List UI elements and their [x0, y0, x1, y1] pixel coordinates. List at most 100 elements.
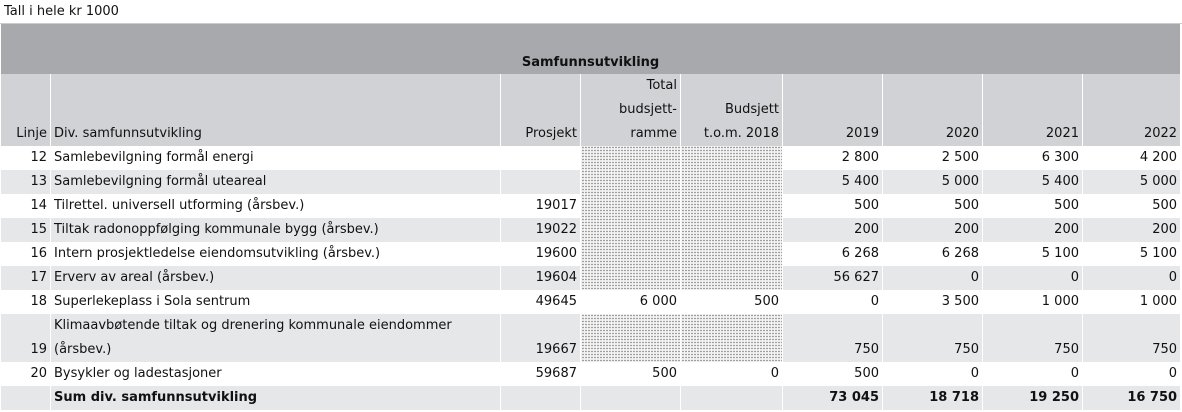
cell: 19604	[500, 266, 581, 290]
cell: 1 000	[1081, 290, 1182, 314]
sum-label: Sum div. samfunnsutvikling	[50, 386, 501, 410]
cell: 1 000	[982, 290, 1083, 314]
header-text: 2019	[845, 126, 879, 141]
cell: Bysykler og ladestasjoner	[50, 362, 501, 386]
cell: 500	[1081, 194, 1182, 218]
cell: 750	[882, 314, 983, 362]
cell: Tilrettel. universell utforming (årsbev.…	[50, 194, 501, 218]
cell	[680, 194, 783, 218]
header-cell: 2019	[782, 74, 883, 146]
cell	[580, 218, 681, 242]
cell	[580, 242, 681, 266]
header-text: ramme	[630, 126, 677, 141]
cell: 0	[782, 290, 883, 314]
cell: 0	[982, 266, 1083, 290]
cell: 19017	[500, 194, 581, 218]
cell: 59687	[500, 362, 581, 386]
cell: 4 200	[1081, 146, 1182, 170]
cell: 5 400	[782, 170, 883, 194]
cell	[580, 194, 681, 218]
cell: 12	[0, 146, 51, 170]
cell	[580, 314, 681, 362]
header-cell: Budsjett t.o.m. 2018	[680, 74, 783, 146]
cell: 15	[0, 218, 51, 242]
cell	[680, 386, 783, 410]
cell: 6 268	[882, 242, 983, 266]
header-text: t.o.m. 2018	[703, 126, 779, 141]
header-text: 2021	[1045, 126, 1079, 141]
cell: 18	[0, 290, 51, 314]
cell: 750	[982, 314, 1083, 362]
cell: 200	[782, 218, 883, 242]
cell: 0	[882, 266, 983, 290]
cell: 5 000	[882, 170, 983, 194]
cell: 200	[882, 218, 983, 242]
cell	[680, 242, 783, 266]
cell	[680, 170, 783, 194]
cell: 500	[782, 194, 883, 218]
cell	[580, 170, 681, 194]
sum-value: 16 750	[1081, 386, 1182, 410]
cell: 0	[882, 362, 983, 386]
cell: Superlekeplass i Sola sentrum	[50, 290, 501, 314]
sum-value: 73 045	[782, 386, 883, 410]
cell: 500	[782, 362, 883, 386]
cell: 200	[1081, 218, 1182, 242]
cell: 19600	[500, 242, 581, 266]
cell: 500	[680, 290, 783, 314]
sum-value: 19 250	[982, 386, 1083, 410]
cell	[500, 386, 581, 410]
cell: 20	[0, 362, 51, 386]
header-text: budsjett-	[618, 102, 677, 117]
cell	[680, 314, 783, 362]
header-row: Linje Div. samfunnsutvikling Prosjekt Total…	[0, 74, 1182, 146]
cell: 6 000	[580, 290, 681, 314]
data-row: 19 Klimaavbøtende tiltak og drenering kom…	[0, 314, 1182, 362]
header-text: Linje	[16, 126, 47, 141]
header-text: Prosjekt	[525, 126, 577, 141]
budget-table: Samfunnsutvikling Linje Div. samfunnsutvik…	[0, 24, 1182, 410]
cell	[680, 266, 783, 290]
cell: 750	[782, 314, 883, 362]
cell: 17	[0, 266, 51, 290]
sum-row: Sum div. samfunnsutvikling 73 045 18 718 19…	[0, 386, 1182, 410]
cell: 0	[680, 362, 783, 386]
cell: 5 000	[1081, 170, 1182, 194]
header-text: Total	[646, 78, 677, 93]
cell: 2 800	[782, 146, 883, 170]
cell: 5 100	[1081, 242, 1182, 266]
data-row: 12 Samlebevilgning formål energi 2 800 2 50…	[0, 146, 1182, 170]
cell: 49645	[500, 290, 581, 314]
cell: 750	[1081, 314, 1182, 362]
cell: 0	[982, 362, 1083, 386]
cell: 500	[882, 194, 983, 218]
data-row: 13 Samlebevilgning formål uteareal 5 400 5 …	[0, 170, 1182, 194]
data-row: 20 Bysykler og ladestasjoner 59687 500 0 500 0…	[0, 362, 1182, 386]
cell: 16	[0, 242, 51, 266]
cell: 5 400	[982, 170, 1083, 194]
header-cell: Div. samfunnsutvikling	[50, 74, 501, 146]
cell: Intern prosjektledelse eiendomsutvikling…	[50, 242, 501, 266]
cell: 2 500	[882, 146, 983, 170]
cell: 6 300	[982, 146, 1083, 170]
cell: 19	[0, 314, 51, 362]
header-cell: Total budsjett-ramme	[580, 74, 681, 146]
cell: 5 100	[982, 242, 1083, 266]
cell: Samlebevilgning formål uteareal	[50, 170, 501, 194]
data-row: 15 Tiltak radonoppfølging kommunale bygg …	[0, 218, 1182, 242]
cell: 0	[1081, 266, 1182, 290]
cell: Samlebevilgning formål energi	[50, 146, 501, 170]
cell: 0	[1081, 362, 1182, 386]
cell	[500, 146, 581, 170]
cell: 14	[0, 194, 51, 218]
header-text: 2020	[945, 126, 979, 141]
header-cell: 2021	[982, 74, 1083, 146]
title-row: Samfunnsutvikling	[0, 24, 1182, 74]
header-text: Budsjett	[725, 102, 779, 117]
cell	[680, 218, 783, 242]
table-title: Samfunnsutvikling	[0, 24, 1182, 74]
cell: 56 627	[782, 266, 883, 290]
cell: 6 268	[782, 242, 883, 266]
cell	[680, 146, 783, 170]
note: Tall i hele kr 1000	[0, 0, 1182, 24]
